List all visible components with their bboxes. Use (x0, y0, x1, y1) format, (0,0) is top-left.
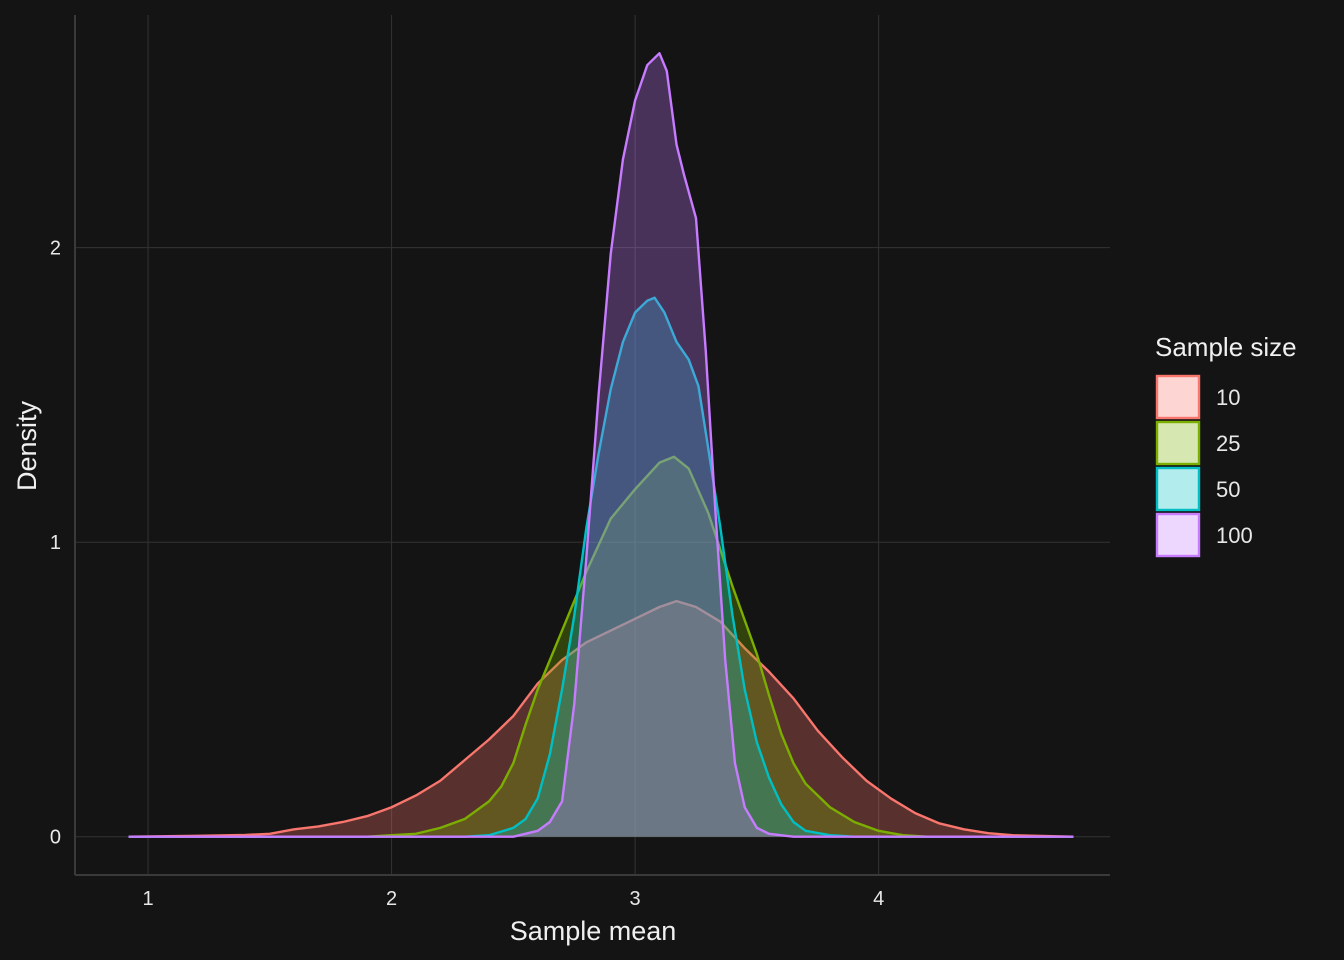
legend-key-10 (1155, 374, 1201, 420)
x-axis-title: Sample mean (510, 916, 677, 946)
y-tick-label: 2 (50, 238, 61, 260)
legend-key-bg (1157, 514, 1199, 556)
density-line-50 (128, 296, 1074, 838)
density-area-25 (128, 456, 1074, 837)
y-tick-label: 1 (50, 532, 61, 554)
legend-key-100 (1155, 512, 1201, 558)
density-line-10 (128, 599, 1074, 838)
y-tick-label: 0 (50, 827, 61, 849)
x-tick-label: 1 (142, 888, 153, 910)
x-tick-label: 4 (873, 888, 884, 910)
grid-lines (75, 15, 1110, 875)
legend-title: Sample size (1155, 332, 1297, 362)
legend-label-25: 25 (1216, 431, 1240, 456)
density-line-25 (128, 455, 1074, 838)
y-axis-title: Density (12, 400, 42, 491)
density-area-100 (128, 53, 1074, 837)
legend-label-100: 100 (1216, 523, 1253, 548)
density-area-50 (128, 297, 1074, 837)
legend-key-bg (1157, 376, 1199, 418)
axes (74, 15, 1110, 876)
legend-key-50 (1155, 466, 1201, 512)
density-area-10 (128, 601, 1074, 837)
series-layer (128, 52, 1074, 838)
x-tick-label: 3 (630, 888, 641, 910)
tick-labels: 1 2 3 4 0 1 2 (50, 238, 884, 910)
legend-label-10: 10 (1216, 385, 1240, 410)
legend: Sample size 10 25 50 100 (1155, 332, 1297, 558)
density-line-100 (128, 52, 1074, 838)
legend-key-bg (1157, 422, 1199, 464)
legend-key-bg (1157, 468, 1199, 510)
x-tick-label: 2 (386, 888, 397, 910)
legend-key-25 (1155, 420, 1201, 466)
legend-label-50: 50 (1216, 477, 1240, 502)
